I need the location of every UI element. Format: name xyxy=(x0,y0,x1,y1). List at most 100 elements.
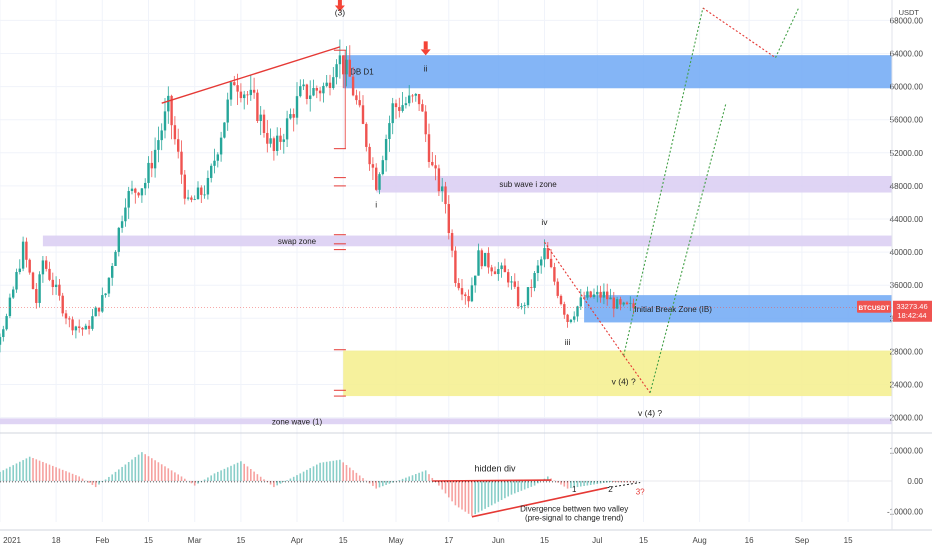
candle[interactable] xyxy=(536,259,540,282)
candle[interactable] xyxy=(292,108,295,132)
candles[interactable] xyxy=(0,39,635,392)
candle[interactable] xyxy=(21,236,25,272)
candle[interactable] xyxy=(219,131,223,162)
candle[interactable] xyxy=(249,75,252,101)
candle[interactable] xyxy=(592,288,596,299)
candle[interactable] xyxy=(246,90,249,105)
candle[interactable] xyxy=(553,262,556,286)
candle[interactable] xyxy=(101,287,104,313)
candle[interactable] xyxy=(180,140,183,184)
candle[interactable] xyxy=(342,55,345,89)
candle[interactable] xyxy=(322,82,325,103)
candle[interactable] xyxy=(315,85,318,99)
candle[interactable] xyxy=(596,285,599,303)
candle[interactable] xyxy=(48,261,51,282)
candle[interactable] xyxy=(381,155,384,176)
candle[interactable] xyxy=(332,67,335,90)
candle[interactable] xyxy=(150,150,153,178)
candle[interactable] xyxy=(579,288,582,310)
candle[interactable] xyxy=(2,325,5,342)
candle[interactable] xyxy=(58,278,61,301)
candle[interactable] xyxy=(276,127,279,156)
candle[interactable] xyxy=(41,255,45,283)
candle[interactable] xyxy=(351,67,355,97)
candle[interactable] xyxy=(556,278,559,299)
candle[interactable] xyxy=(497,262,500,281)
candle[interactable] xyxy=(563,301,566,319)
candle[interactable] xyxy=(586,286,589,300)
candle[interactable] xyxy=(404,96,408,109)
candle[interactable] xyxy=(97,307,101,317)
candle[interactable] xyxy=(289,108,292,120)
candle[interactable] xyxy=(130,180,134,195)
candle[interactable] xyxy=(414,92,417,102)
candle[interactable] xyxy=(15,268,18,293)
candle[interactable] xyxy=(104,293,107,298)
candle[interactable] xyxy=(28,258,31,275)
candle[interactable] xyxy=(54,276,58,295)
candle[interactable] xyxy=(460,279,464,301)
candle[interactable] xyxy=(272,136,276,161)
candle[interactable] xyxy=(127,186,130,219)
candle[interactable] xyxy=(45,256,48,272)
candle[interactable] xyxy=(394,99,398,119)
candle[interactable] xyxy=(38,271,41,308)
candle[interactable] xyxy=(526,287,530,309)
candle[interactable] xyxy=(193,195,196,201)
candle[interactable] xyxy=(114,250,117,267)
candle[interactable] xyxy=(625,301,629,306)
candle[interactable] xyxy=(441,177,444,202)
candle[interactable] xyxy=(606,283,609,306)
candle[interactable] xyxy=(31,271,35,290)
candle[interactable] xyxy=(282,133,285,154)
candle[interactable] xyxy=(573,311,576,323)
candle[interactable] xyxy=(447,195,450,240)
candle[interactable] xyxy=(183,170,186,205)
candle[interactable] xyxy=(252,77,256,99)
candle[interactable] xyxy=(157,126,160,163)
candle[interactable] xyxy=(533,271,536,292)
candle[interactable] xyxy=(12,286,15,300)
candle[interactable] xyxy=(117,226,120,257)
candle[interactable] xyxy=(520,303,523,310)
candle[interactable] xyxy=(493,266,497,275)
candle[interactable] xyxy=(243,90,246,110)
candle[interactable] xyxy=(464,292,467,305)
candle[interactable] xyxy=(153,137,157,178)
candle[interactable] xyxy=(68,316,71,328)
candle[interactable] xyxy=(256,89,259,123)
candle[interactable] xyxy=(335,59,338,85)
candle[interactable] xyxy=(454,246,457,287)
candle[interactable] xyxy=(361,95,365,125)
candle[interactable] xyxy=(569,319,573,324)
candle[interactable] xyxy=(196,181,200,200)
candle[interactable] xyxy=(140,187,144,203)
candle[interactable] xyxy=(210,163,213,183)
candle[interactable] xyxy=(259,106,262,136)
candle[interactable] xyxy=(74,325,78,339)
candle[interactable] xyxy=(375,163,378,191)
candle[interactable] xyxy=(338,39,342,79)
candle[interactable] xyxy=(120,215,124,233)
candle[interactable] xyxy=(615,296,619,310)
candle[interactable] xyxy=(200,185,203,204)
candle[interactable] xyxy=(365,122,368,152)
candle[interactable] xyxy=(0,333,2,353)
candle[interactable] xyxy=(147,156,150,189)
candle[interactable] xyxy=(431,152,434,167)
candle[interactable] xyxy=(417,93,421,112)
candle[interactable] xyxy=(516,280,520,309)
candle[interactable] xyxy=(94,306,97,317)
candle[interactable] xyxy=(612,291,615,318)
candle[interactable] xyxy=(540,256,543,274)
candle[interactable] xyxy=(206,170,210,200)
candle[interactable] xyxy=(25,237,28,268)
candle[interactable] xyxy=(87,320,91,335)
candle[interactable] xyxy=(279,127,282,150)
candle[interactable] xyxy=(408,85,411,107)
candle[interactable] xyxy=(35,282,38,309)
candle[interactable] xyxy=(216,152,219,168)
candle[interactable] xyxy=(477,243,480,276)
candle[interactable] xyxy=(599,285,602,303)
candle[interactable] xyxy=(312,79,315,97)
